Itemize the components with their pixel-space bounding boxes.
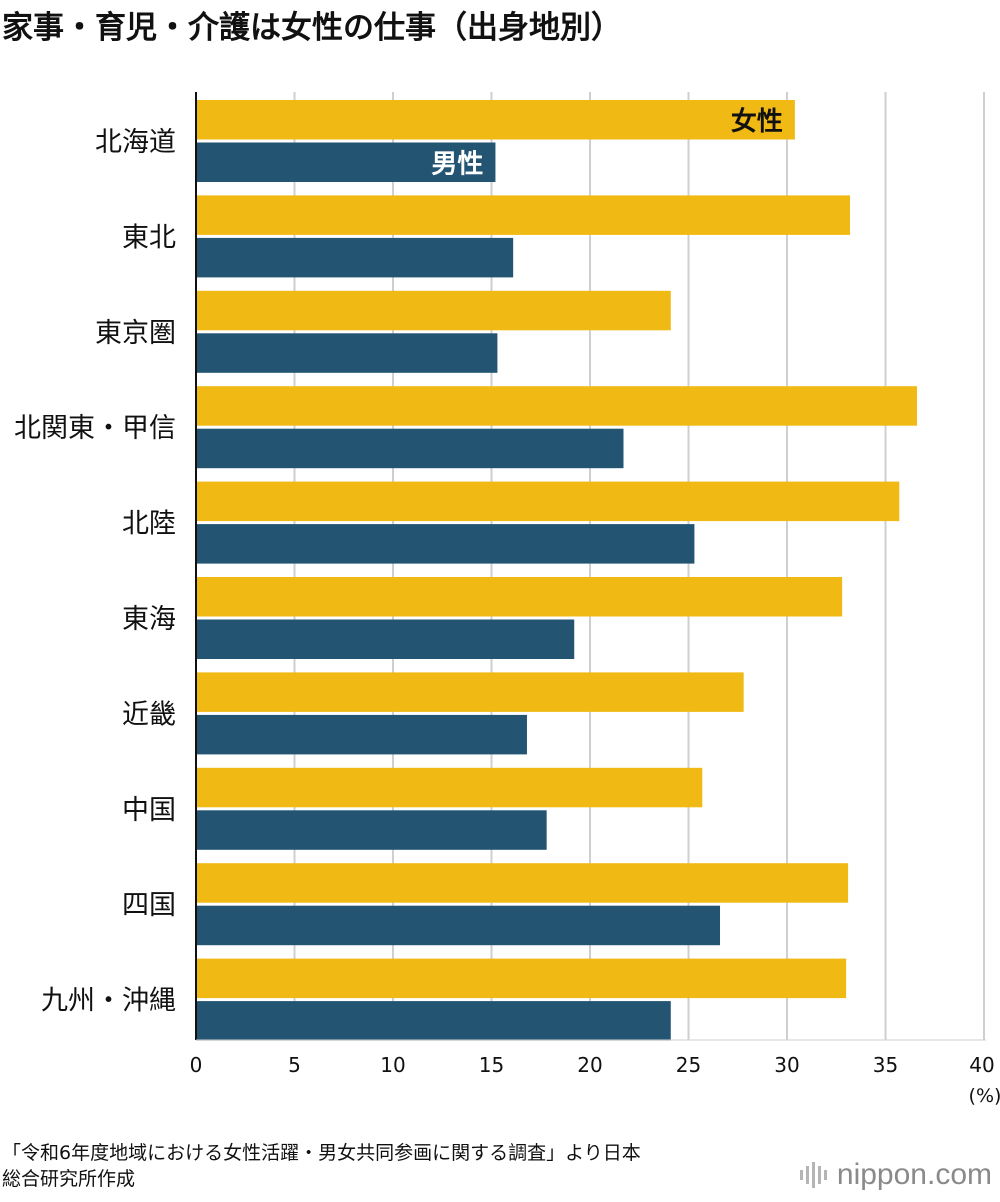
bar-female [196,958,847,999]
brand-name: nippon.com [836,1158,992,1191]
x-tick-label: 15 [479,1053,504,1077]
chart-title: 家事・育児・介護は女性の仕事（出身地別） [2,10,622,46]
category-label: 北海道 [95,127,176,158]
brand-mark-icon [799,1161,827,1189]
axes [195,92,986,1041]
bar-female [196,481,900,522]
category-label: 中国 [122,795,176,826]
bar-female [196,100,795,140]
x-tick-label: 0 [190,1053,203,1077]
bar-female [196,672,744,712]
x-tick-label: 20 [577,1053,602,1077]
bar-female [196,195,851,235]
bar-female [196,386,918,426]
bar-female [196,767,703,808]
bar-female [196,577,843,617]
tick-labels: 0 5 10 15 20 25 30 35 40 [190,1053,995,1077]
category-label: 四国 [122,890,176,921]
category-label: 九州・沖縄 [41,986,176,1017]
bar-female [196,863,849,903]
bar-male [196,237,514,278]
category-label: 東海 [122,604,176,635]
x-tick-label: 30 [774,1053,799,1077]
source-line-1: 「令和6年度地域における女性活躍・男女共同参画に関する調査」より日本 [2,1142,641,1164]
unit-label: (%) [969,1085,1000,1107]
x-tick-label: 10 [380,1053,405,1077]
brand-logo: nippon.com [799,1158,992,1192]
bar-male [196,1001,671,1041]
bar-male [196,428,624,469]
bar-male [196,905,721,946]
bar-male [196,714,527,755]
bar-male [196,810,547,850]
category-label: 東北 [122,222,176,253]
bar-male [196,142,496,182]
x-tick-label: 35 [873,1053,898,1077]
x-tick-label: 40 [969,1053,994,1077]
category-label: 北陸 [122,509,176,540]
bar-male [196,333,498,373]
category-label: 北関東・甲信 [14,413,176,444]
bar-male [196,619,575,659]
source-note: 「令和6年度地域における女性活躍・男女共同参画に関する調査」より日本 総合研究所… [2,1140,641,1192]
bar-male [196,524,695,564]
category-label: 東京圏 [95,318,176,349]
series-label-female: 女性 [731,106,783,137]
bars [196,100,918,1041]
source-line-2: 総合研究所作成 [2,1168,136,1190]
series-label-male: 男性 [431,149,483,179]
category-label: 近畿 [122,699,176,730]
bar-female [196,290,671,331]
x-tick-label: 25 [676,1053,701,1077]
x-tick-label: 5 [288,1053,301,1077]
